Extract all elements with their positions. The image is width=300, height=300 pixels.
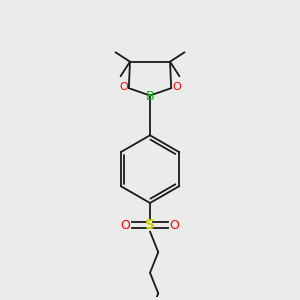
Text: O: O — [119, 82, 128, 92]
Text: O: O — [172, 82, 181, 92]
Text: O: O — [169, 219, 179, 232]
Text: S: S — [145, 218, 155, 232]
Text: O: O — [121, 219, 130, 232]
Text: B: B — [146, 91, 154, 103]
